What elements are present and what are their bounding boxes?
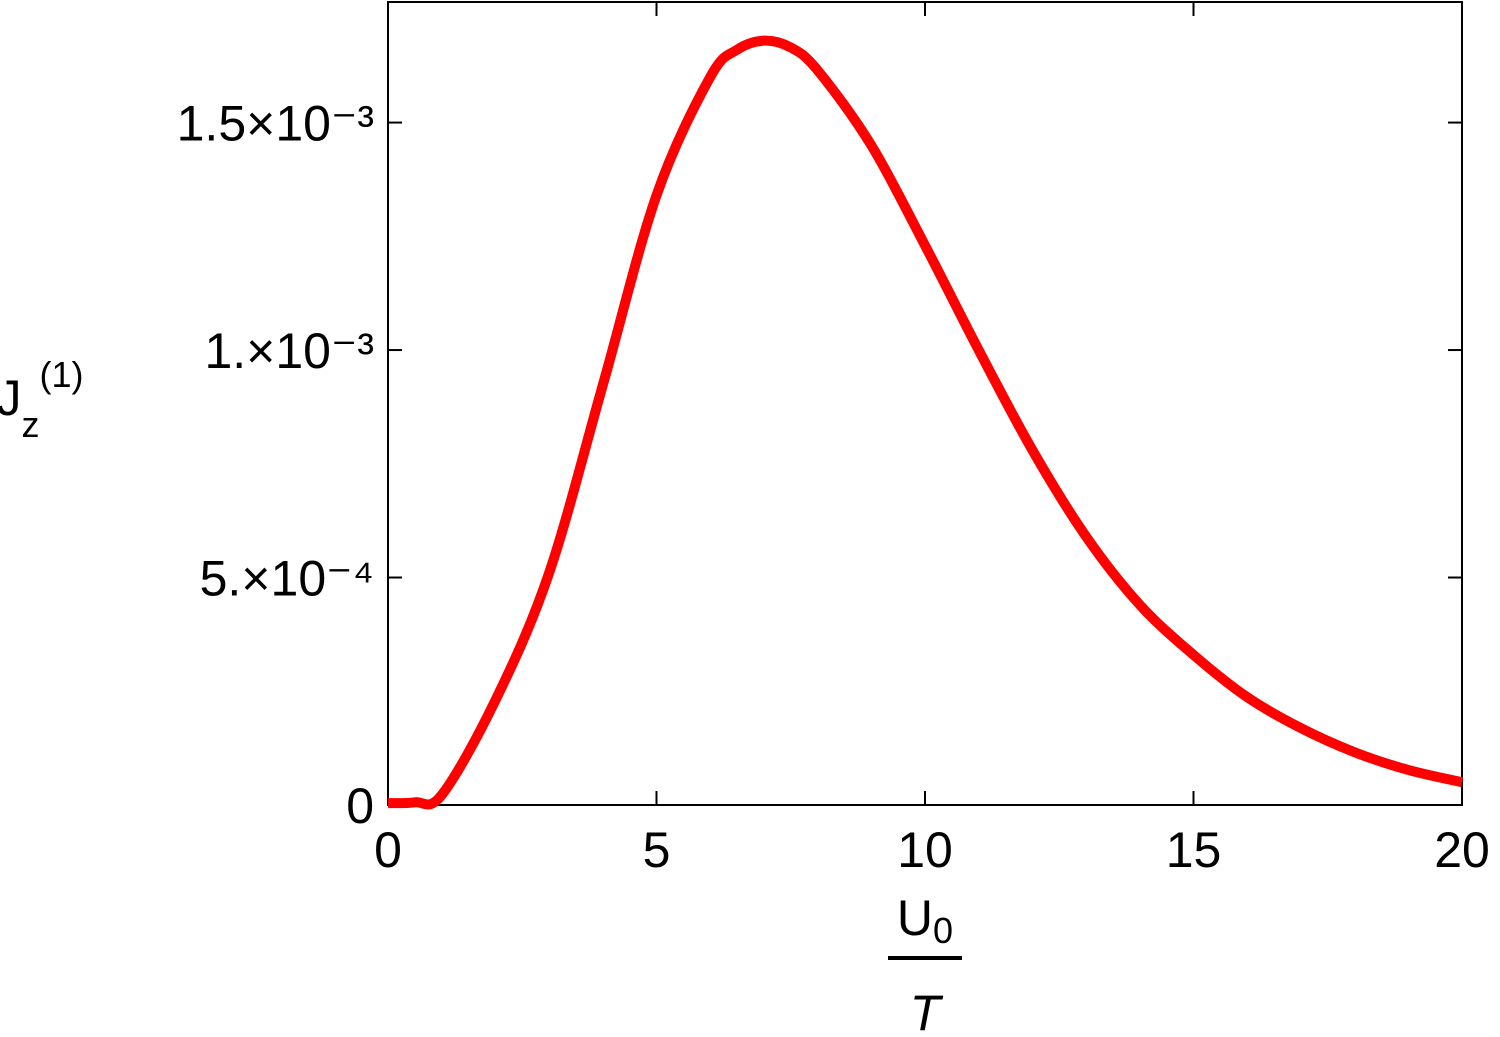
y-tick-label: 1.5×10⁻³: [177, 96, 374, 152]
y-tick-label: 5.×10⁻⁴: [200, 551, 374, 607]
y-axis-label: Jz(1): [0, 354, 84, 445]
x-axis-label-denominator: T: [910, 985, 944, 1037]
x-tick-label: 15: [1166, 822, 1222, 878]
plot-frame: [387, 1, 1463, 806]
y-tick-label: 0: [346, 778, 374, 834]
y-tick-label: 1.×10⁻³: [204, 323, 374, 379]
x-tick-label: 0: [374, 822, 402, 878]
x-tick-label: 20: [1434, 822, 1490, 878]
x-tick-label: 10: [897, 822, 953, 878]
data-line: [387, 35, 1464, 810]
x-tick-label: 5: [643, 822, 671, 878]
x-axis-label-numerator: U0: [897, 890, 953, 951]
